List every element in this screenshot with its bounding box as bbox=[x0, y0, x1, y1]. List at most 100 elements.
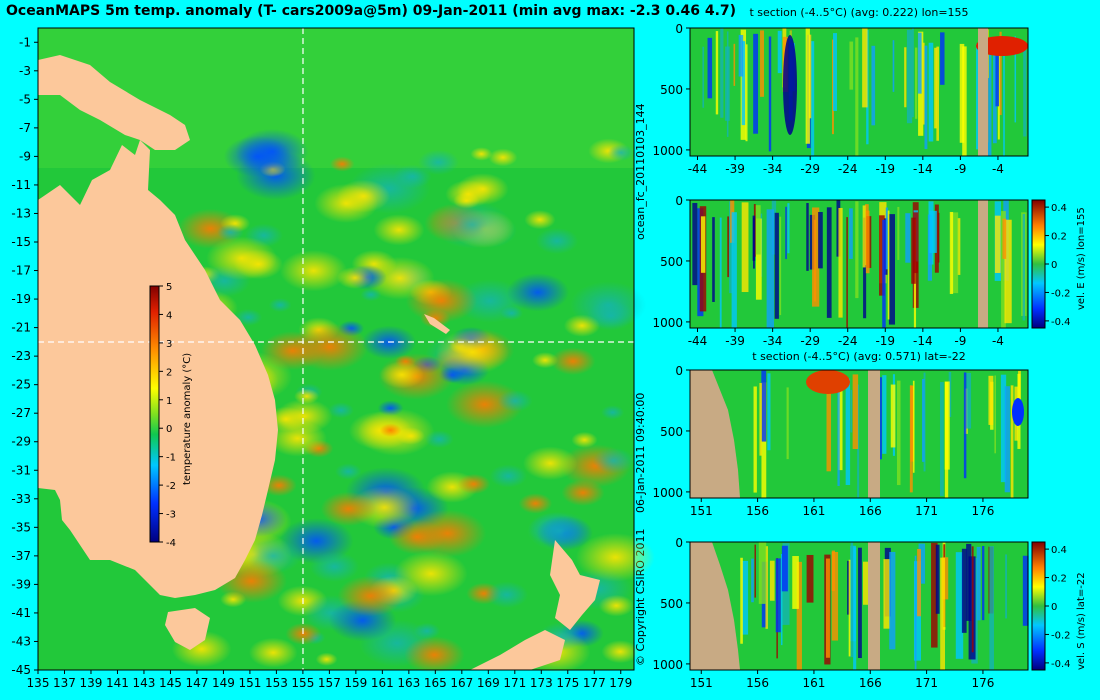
section-field-streak bbox=[1023, 47, 1027, 137]
new-zealand-south-landmass bbox=[470, 630, 565, 670]
section-x-tick-label: -34 bbox=[763, 162, 783, 176]
section-colorbar-tick-label: 0.4 bbox=[1051, 545, 1067, 556]
section-field-streak bbox=[944, 381, 949, 498]
section-field-streak bbox=[845, 378, 851, 485]
map-x-tick-label: 147 bbox=[185, 676, 208, 690]
section-field-streak bbox=[849, 208, 853, 259]
section-x-tick-label: 176 bbox=[971, 676, 994, 690]
section-x-tick-label: 151 bbox=[690, 676, 713, 690]
section-x-tick-label: -19 bbox=[875, 162, 895, 176]
section-field-streak bbox=[806, 202, 809, 271]
section-field-streak bbox=[831, 550, 835, 592]
section-field-streak bbox=[715, 31, 719, 115]
t-section-lon-panel: -44 -39 -34 -29 -24 -19 -14 -9 -4 0 500 1000 bbox=[652, 22, 1029, 176]
t-section-lon-field bbox=[702, 28, 1028, 157]
section-field-streak bbox=[806, 554, 814, 603]
section-field-streak bbox=[818, 211, 823, 269]
map-y-tick-label: -13 bbox=[11, 206, 31, 220]
vel-e-section-axes: -44 -39 -34 -29 -24 -19 -14 -9 -4 0 500 1000 bbox=[652, 194, 1003, 348]
map-y-tick-label: -5 bbox=[19, 92, 31, 106]
map-anomaly-eddy bbox=[522, 446, 578, 481]
map-anomaly-eddy bbox=[404, 636, 465, 674]
section-field-streak bbox=[1004, 219, 1012, 324]
section-field-streak bbox=[837, 379, 840, 486]
section-field-streak bbox=[707, 37, 713, 99]
map-anomaly-eddy bbox=[571, 431, 598, 448]
map-frame bbox=[37, 27, 635, 671]
map-y-tick-label: -37 bbox=[11, 549, 31, 563]
section-field-streak bbox=[862, 28, 868, 108]
map-anomaly-eddy bbox=[561, 479, 605, 506]
map-anomaly-eddy bbox=[268, 298, 292, 313]
section-field-streak bbox=[913, 212, 919, 274]
section-field-streak bbox=[811, 41, 815, 156]
section-field-streak bbox=[826, 376, 832, 472]
section-field-streak bbox=[896, 380, 901, 486]
t-section-lat-land-west bbox=[690, 370, 740, 498]
section-colorbar-tick-label: -0.4 bbox=[1051, 659, 1071, 670]
map-anomaly-eddy bbox=[360, 288, 382, 302]
map-y-tick-label: -9 bbox=[19, 149, 31, 163]
section-field-streak bbox=[961, 548, 967, 633]
map-y-tick-label: -29 bbox=[11, 435, 31, 449]
map-y-tick-label: -15 bbox=[11, 235, 31, 249]
section-field-streak bbox=[779, 216, 782, 316]
section-field-streak bbox=[904, 47, 907, 108]
section-field-streak bbox=[882, 375, 887, 454]
section-field-streak bbox=[831, 39, 834, 135]
t-section-lon-frame bbox=[689, 27, 1029, 157]
map-x-tick-label: 149 bbox=[212, 676, 235, 690]
section-x-tick-label: 151 bbox=[690, 504, 713, 518]
section-field-streak bbox=[766, 209, 775, 328]
section-field-streak bbox=[924, 45, 928, 150]
section-field-streak bbox=[957, 218, 961, 275]
map-x-tick-label: 157 bbox=[318, 676, 341, 690]
vel-s-section-land-mid bbox=[868, 542, 880, 670]
map-y-tick-label: -27 bbox=[11, 406, 31, 420]
section-field-streak bbox=[1002, 218, 1007, 259]
section-x-tick-label: 171 bbox=[915, 676, 938, 690]
section-field-streak bbox=[962, 46, 967, 157]
section-field-streak bbox=[918, 543, 926, 584]
section-field-streak bbox=[769, 560, 775, 601]
section-field-streak bbox=[993, 38, 997, 144]
map-x-tick-label: 161 bbox=[371, 676, 394, 690]
section-x-tick-label: -24 bbox=[838, 334, 858, 348]
map-anomaly-eddy bbox=[598, 594, 634, 617]
vel-e-section-field bbox=[692, 200, 1027, 328]
vel-s-section-land-west bbox=[690, 542, 740, 670]
section-field-streak bbox=[988, 375, 994, 425]
section-field-streak bbox=[848, 559, 851, 657]
map-anomaly-eddy bbox=[314, 183, 379, 224]
vel-s-colorbar bbox=[1031, 541, 1046, 671]
map-anomaly-eddy bbox=[320, 491, 377, 527]
map-colorbar-tick-label: 0 bbox=[166, 424, 172, 435]
map-anomaly-eddy bbox=[268, 420, 327, 457]
map-y-tick-label: -33 bbox=[11, 492, 31, 506]
map-y-tick-label: -1 bbox=[19, 35, 31, 49]
section-field-streak bbox=[912, 380, 915, 473]
section-field-streak bbox=[780, 553, 783, 646]
section-field-streak bbox=[982, 546, 985, 621]
section-hot-core bbox=[806, 370, 850, 394]
map-x-tick-label: 139 bbox=[80, 676, 103, 690]
section-x-tick-label: -39 bbox=[725, 162, 745, 176]
map-anomaly-eddy bbox=[223, 135, 292, 178]
section-y-tick-label: 0 bbox=[675, 364, 683, 378]
map-colorbar-tick-label: -3 bbox=[166, 510, 176, 521]
map-anomaly-eddy bbox=[518, 493, 553, 514]
section-field-streak bbox=[838, 207, 843, 318]
section-hot-core bbox=[976, 36, 1028, 56]
section-field-streak bbox=[994, 215, 1001, 273]
section-field-streak bbox=[882, 219, 886, 328]
map-x-tick-label: 175 bbox=[556, 676, 579, 690]
section-field-streak bbox=[890, 384, 896, 448]
map-anomaly-eddy bbox=[485, 581, 529, 608]
map-anomaly-eddy bbox=[607, 144, 635, 161]
section-field-streak bbox=[702, 46, 705, 108]
section-field-streak bbox=[940, 32, 945, 85]
map-title: OceanMAPS 5m temp. anomaly (T- cars2009a… bbox=[6, 3, 737, 19]
section-y-tick-label: 0 bbox=[675, 536, 683, 550]
map-anomaly-eddy bbox=[290, 323, 369, 371]
map-anomaly-eddy bbox=[433, 200, 511, 249]
